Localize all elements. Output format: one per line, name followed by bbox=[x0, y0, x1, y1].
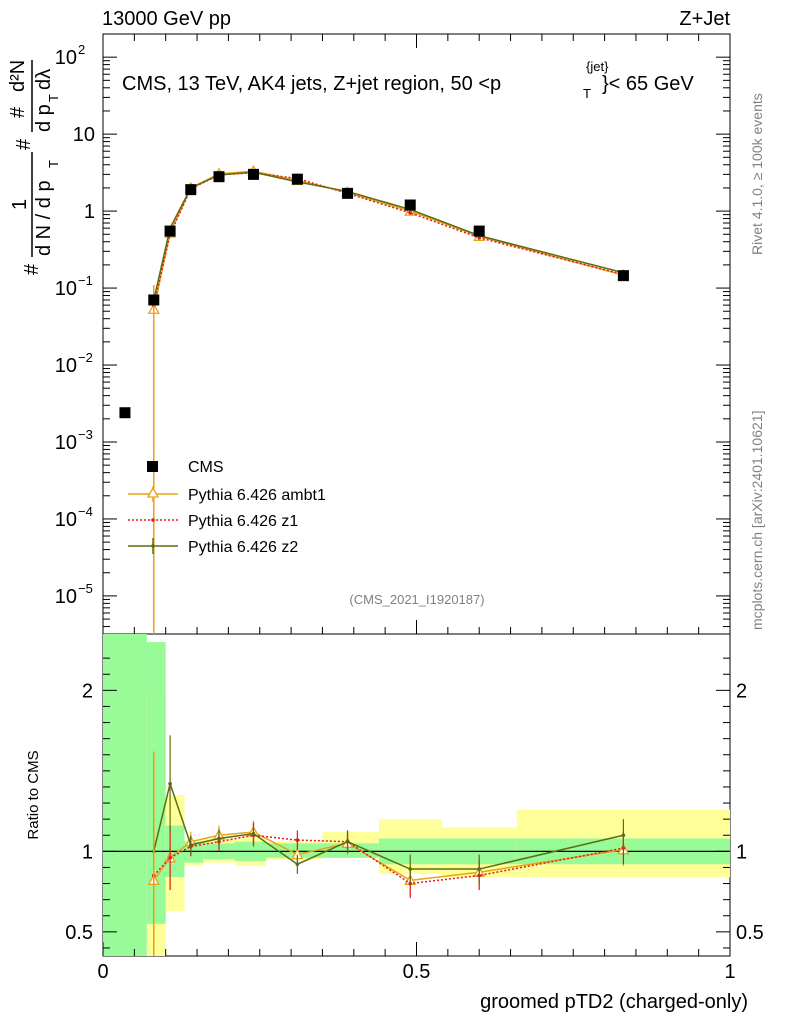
ratio-point-2 bbox=[168, 781, 172, 786]
ylabel-dpt: d p bbox=[33, 104, 55, 132]
ylabel-dlambda: dλ bbox=[33, 69, 55, 90]
ylabel-T-2: T bbox=[46, 94, 61, 102]
rivet-version-label: Rivet 4.1.0, ≥ 100k events bbox=[749, 93, 765, 255]
data-point bbox=[213, 171, 225, 183]
ratio-band-stat bbox=[146, 642, 166, 924]
y-tick-label: 10 bbox=[55, 432, 77, 454]
process-label: Z+Jet bbox=[679, 8, 730, 30]
x-tick-label: 0 bbox=[97, 961, 108, 983]
analysis-watermark: (CMS_2021_I1920187) bbox=[349, 592, 484, 607]
ratio-line-1 bbox=[153, 834, 624, 885]
ratio-band-stat bbox=[266, 843, 323, 858]
y-tick-exponent: 2 bbox=[78, 42, 85, 57]
ratio-point-2 bbox=[408, 867, 413, 871]
x-tick-label: 0.5 bbox=[403, 961, 431, 983]
legend-marker-cms bbox=[147, 461, 158, 472]
y-tick-label: 10 bbox=[55, 278, 77, 300]
mcplots-label: mcplots.cern.ch [arXiv:2401.10621] bbox=[749, 411, 765, 630]
legend-marker-z2 bbox=[151, 544, 155, 548]
data-point bbox=[404, 199, 416, 211]
y-tick-label: 10 bbox=[55, 47, 77, 69]
ylabel-hash-1: # bbox=[21, 263, 43, 275]
ratio-tick-label-left: 0.5 bbox=[65, 922, 93, 944]
ratio-point-2 bbox=[251, 831, 256, 836]
ylabel-hash-3: # bbox=[7, 106, 29, 118]
series-line-2 bbox=[153, 171, 624, 301]
ratio-point-1 bbox=[295, 838, 300, 842]
y-tick-exponent: −2 bbox=[78, 350, 93, 365]
y-tick-exponent: −5 bbox=[78, 581, 93, 596]
y-tick-exponent: −1 bbox=[78, 273, 93, 288]
legend: CMS Pythia 6.426 ambt1 Pythia 6.426 z1 P… bbox=[128, 459, 326, 556]
ratio-tick-label-right: 1 bbox=[736, 841, 747, 863]
ylabel-d2n: d²N bbox=[7, 60, 29, 92]
plot-title-subscript: T bbox=[583, 86, 591, 101]
legend-label-cms: CMS bbox=[188, 459, 224, 476]
ratio-y-axis-label: Ratio to CMS bbox=[25, 750, 42, 839]
ratio-point-2 bbox=[295, 862, 300, 867]
ratio-tick-label-left: 1 bbox=[82, 841, 93, 863]
y-tick-exponent: −3 bbox=[78, 427, 93, 442]
legend-label-z2: Pythia 6.426 z2 bbox=[188, 539, 298, 556]
ratio-band-stat bbox=[103, 634, 147, 956]
ratio-point-2 bbox=[621, 833, 626, 838]
x-tick-label: 1 bbox=[724, 961, 735, 983]
data-point bbox=[148, 294, 160, 306]
ylabel-hash-2: # bbox=[13, 138, 35, 150]
data-point bbox=[185, 184, 197, 196]
data-point bbox=[119, 407, 131, 419]
data-point bbox=[342, 187, 354, 199]
series-line-0 bbox=[153, 170, 624, 310]
series-line-1 bbox=[153, 171, 624, 306]
ratio-plot-marks bbox=[147, 735, 630, 956]
plot-title-superscript: {jet} bbox=[586, 59, 609, 74]
y-tick-label: 1 bbox=[84, 201, 95, 223]
ylabel-one: 1 bbox=[9, 199, 31, 210]
ratio-point-2 bbox=[345, 839, 350, 844]
data-point bbox=[247, 168, 259, 180]
ratio-line-2 bbox=[153, 781, 624, 870]
ratio-tick-label-right: 0.5 bbox=[736, 922, 764, 944]
energy-label: 13000 GeV pp bbox=[102, 8, 231, 30]
ratio-plot-frame bbox=[102, 633, 731, 957]
legend-marker-ambt1 bbox=[146, 486, 160, 498]
y-tick-exponent: −4 bbox=[78, 504, 93, 519]
data-point bbox=[291, 173, 303, 185]
y-tick-label: 10 bbox=[73, 124, 95, 146]
ratio-point-1 bbox=[168, 855, 172, 860]
ylabel-T-1: T bbox=[46, 160, 61, 168]
data-point bbox=[164, 225, 176, 237]
ylabel-denominator: d N / d p bbox=[33, 180, 55, 256]
ratio-bands bbox=[103, 634, 730, 956]
main-plot-marks bbox=[119, 164, 630, 634]
data-point bbox=[617, 270, 629, 282]
ratio-tick-label-right: 2 bbox=[736, 680, 747, 702]
series-point-1 bbox=[408, 211, 413, 215]
ratio-tick-label-left: 2 bbox=[82, 680, 93, 702]
plot-title-suffix: }< 65 GeV bbox=[602, 73, 694, 95]
y-axis-label: # d N / d p 1 T # d p T # dλ d²N bbox=[7, 60, 61, 275]
legend-label-ambt1: Pythia 6.426 ambt1 bbox=[188, 487, 326, 504]
y-tick-label: 10 bbox=[55, 509, 77, 531]
legend-marker-z1 bbox=[151, 518, 155, 522]
y-tick-label: 10 bbox=[55, 355, 77, 377]
legend-label-z1: Pythia 6.426 z1 bbox=[188, 513, 298, 530]
ratio-point-2 bbox=[217, 836, 221, 841]
x-axis-label: groomed pTD2 (charged-only) bbox=[480, 991, 748, 1013]
ratio-point-2 bbox=[477, 867, 482, 871]
ratio-point-2 bbox=[188, 843, 193, 847]
plot-title: CMS, 13 TeV, AK4 jets, Z+jet region, 50 … bbox=[122, 73, 501, 95]
y-tick-label: 10 bbox=[55, 586, 77, 608]
data-point bbox=[473, 225, 485, 237]
ratio-line-0 bbox=[153, 831, 624, 882]
